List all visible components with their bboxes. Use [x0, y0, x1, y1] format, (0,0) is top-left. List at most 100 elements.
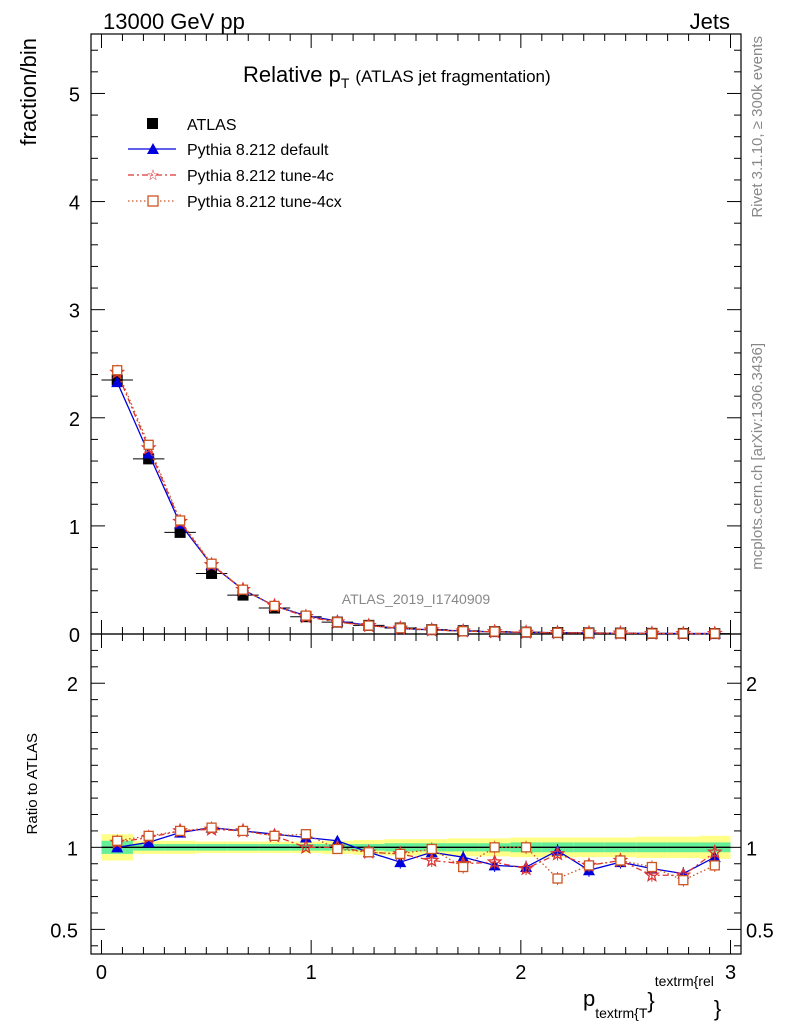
ratio-point-tune4cx [174, 825, 186, 837]
ratio-point-tune4cx [112, 835, 123, 846]
y-tick-label-right: 0.5 [746, 920, 774, 942]
analysis-watermark: ATLAS_2019_I1740909 [342, 591, 491, 607]
ratio-point-tune4cx [646, 861, 658, 873]
point-data [174, 526, 186, 538]
side-text-upper: Rivet 3.1.10, ≥ 300k events [749, 36, 766, 218]
ratio-point-tune4cx [269, 830, 280, 841]
x-tick-label: 1 [306, 962, 317, 984]
ratio-point-tune4cx [332, 843, 343, 855]
xlabel-close: } [647, 988, 654, 1013]
y-tick-label: 4 [69, 193, 80, 215]
lower-ylabel: Ratio to ATLAS [24, 733, 41, 834]
point-tune4cx [237, 584, 249, 595]
y-tick-label-right: 1 [746, 838, 757, 860]
xlabel-main: p [583, 986, 595, 1011]
legend-label-tune4c: Pythia 8.212 tune-4c [187, 168, 334, 185]
ratio-point-tune4c [486, 853, 503, 869]
ratio-point-tune4c [706, 844, 723, 859]
ratio-point-tune4cx [395, 848, 406, 860]
point-tune4cx [646, 628, 658, 639]
ratio-point-default [142, 836, 155, 848]
y-tick-label: 1 [69, 517, 80, 539]
header-left: 13000 GeV pp [103, 9, 245, 34]
ratio-point-tune4cx [489, 842, 500, 853]
xlabel-sup: textrm{rel [655, 973, 714, 989]
point-tune4cx [300, 610, 312, 621]
point-default [111, 376, 124, 388]
ratio-point-default [394, 856, 407, 868]
xlabel-close-2: } [714, 996, 721, 1021]
point-tune4cx [174, 515, 186, 526]
point-tune4cx [709, 628, 720, 639]
point-tune4cx [269, 600, 280, 612]
point-tune4cx [143, 439, 154, 450]
point-data [206, 567, 218, 579]
ratio-point-tune4cx [583, 860, 595, 871]
ratio-point-tune4cx [237, 825, 249, 837]
ratio-point-tune4cx [709, 860, 720, 871]
xlabel-sub: textrm{T [595, 1005, 648, 1021]
x-tick-label: 3 [725, 962, 736, 984]
point-data [237, 589, 249, 601]
side-text-lower: mcplots.cern.ch [arXiv:1306.3436] [749, 343, 766, 570]
legend-label-tune4cx: Pythia 8.212 tune-4cx [187, 194, 342, 211]
point-tune4cx [426, 624, 437, 635]
x-tick-label: 2 [515, 962, 526, 984]
ratio-point-tune4c [297, 838, 314, 855]
ratio-point-tune4cx [426, 843, 437, 855]
ratio-point-tune4c [549, 845, 566, 861]
ratio-point-tune4cx [143, 830, 154, 841]
upper-plot-area: 0 1 2 3 4 5 [69, 34, 741, 647]
ratio-point-tune4cx [615, 855, 626, 866]
x-axis-label: ptextrm{T}textrm{rel} [583, 973, 721, 1021]
legend-label-default: Pythia 8.212 default [187, 142, 329, 159]
legend: ATLAS Pythia 8.212 default ☆ Pythia 8.21… [128, 117, 342, 211]
ratio-point-default [111, 841, 124, 853]
ratio-point-tune4cx [300, 829, 312, 840]
y-tick-label: 5 [69, 84, 80, 106]
legend-marker-tune4cx [147, 195, 159, 207]
y-tick-label: 2 [67, 674, 78, 696]
point-tune4cx [520, 627, 532, 638]
ratio-point-tune4cx [206, 822, 217, 833]
ratio-point-tune4cx [363, 847, 374, 858]
title-main: Relative p [243, 62, 341, 87]
ratio-point-tune4cx [458, 861, 469, 873]
y-tick-label: 0.5 [50, 920, 78, 942]
upper-ylabel: fraction/bin [16, 38, 41, 146]
point-tune4cx [489, 626, 500, 637]
y-tick-label-right: 2 [746, 674, 757, 696]
title-suffix: (ATLAS jet fragmentation) [355, 67, 550, 86]
lower-plot-area: 0 1 2 3 0.5 0.5 1 1 2 2 [50, 634, 774, 984]
y-tick-label: 1 [67, 838, 78, 860]
header-right: Jets [690, 9, 730, 34]
point-tune4cx [458, 626, 469, 637]
point-tune4cx [615, 628, 626, 639]
ratio-point-tune4cx [520, 842, 532, 853]
point-tune4cx [112, 365, 123, 376]
upper-title: Relative pT (ATLAS jet fragmentation) [243, 62, 551, 91]
ratio-point-tune4cx [552, 873, 563, 884]
ratio-point-tune4cx [678, 875, 689, 886]
ratio-line-tune4cx [117, 826, 716, 881]
series-line-tune4cx [116, 369, 715, 635]
ratio-point-tune4c [423, 852, 440, 868]
x-tick-label: 0 [96, 962, 107, 984]
point-tune4cx [678, 628, 689, 639]
point-tune4cx [363, 620, 374, 631]
ratio-line-tune4c [117, 828, 716, 876]
point-default [142, 447, 155, 459]
legend-marker-tune4c: ☆ [146, 166, 159, 184]
ratio-point-tune4c [643, 866, 660, 882]
lower-panel-frame [90, 633, 742, 955]
legend-label-atlas: ATLAS [187, 117, 237, 134]
y-tick-label: 0 [69, 625, 80, 647]
title-sub: T [341, 75, 350, 91]
y-tick-label: 2 [69, 409, 80, 431]
point-tune4cx [552, 627, 563, 638]
point-data [143, 453, 155, 465]
legend-marker-atlas [147, 118, 158, 129]
ratio-point-tune4c [518, 860, 535, 876]
point-tune4cx [332, 616, 343, 628]
